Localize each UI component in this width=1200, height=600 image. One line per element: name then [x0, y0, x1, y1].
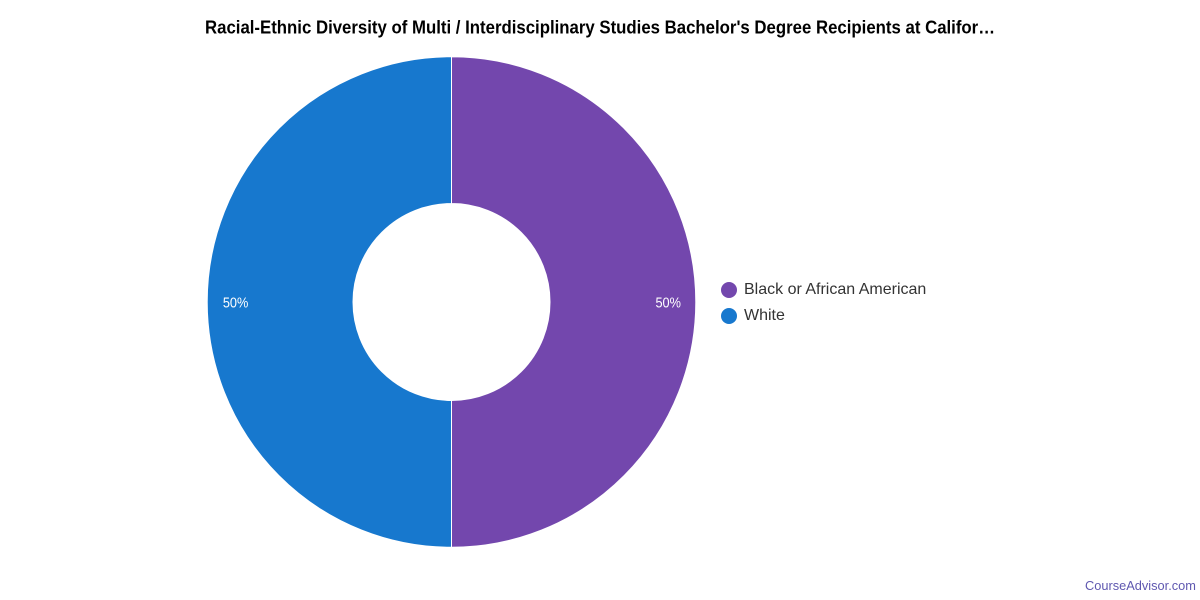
- svg-text:50%: 50%: [655, 295, 681, 311]
- svg-text:Racial-Ethnic Diversity of Mul: Racial-Ethnic Diversity of Multi / Inter…: [205, 17, 995, 37]
- svg-text:50%: 50%: [223, 295, 249, 311]
